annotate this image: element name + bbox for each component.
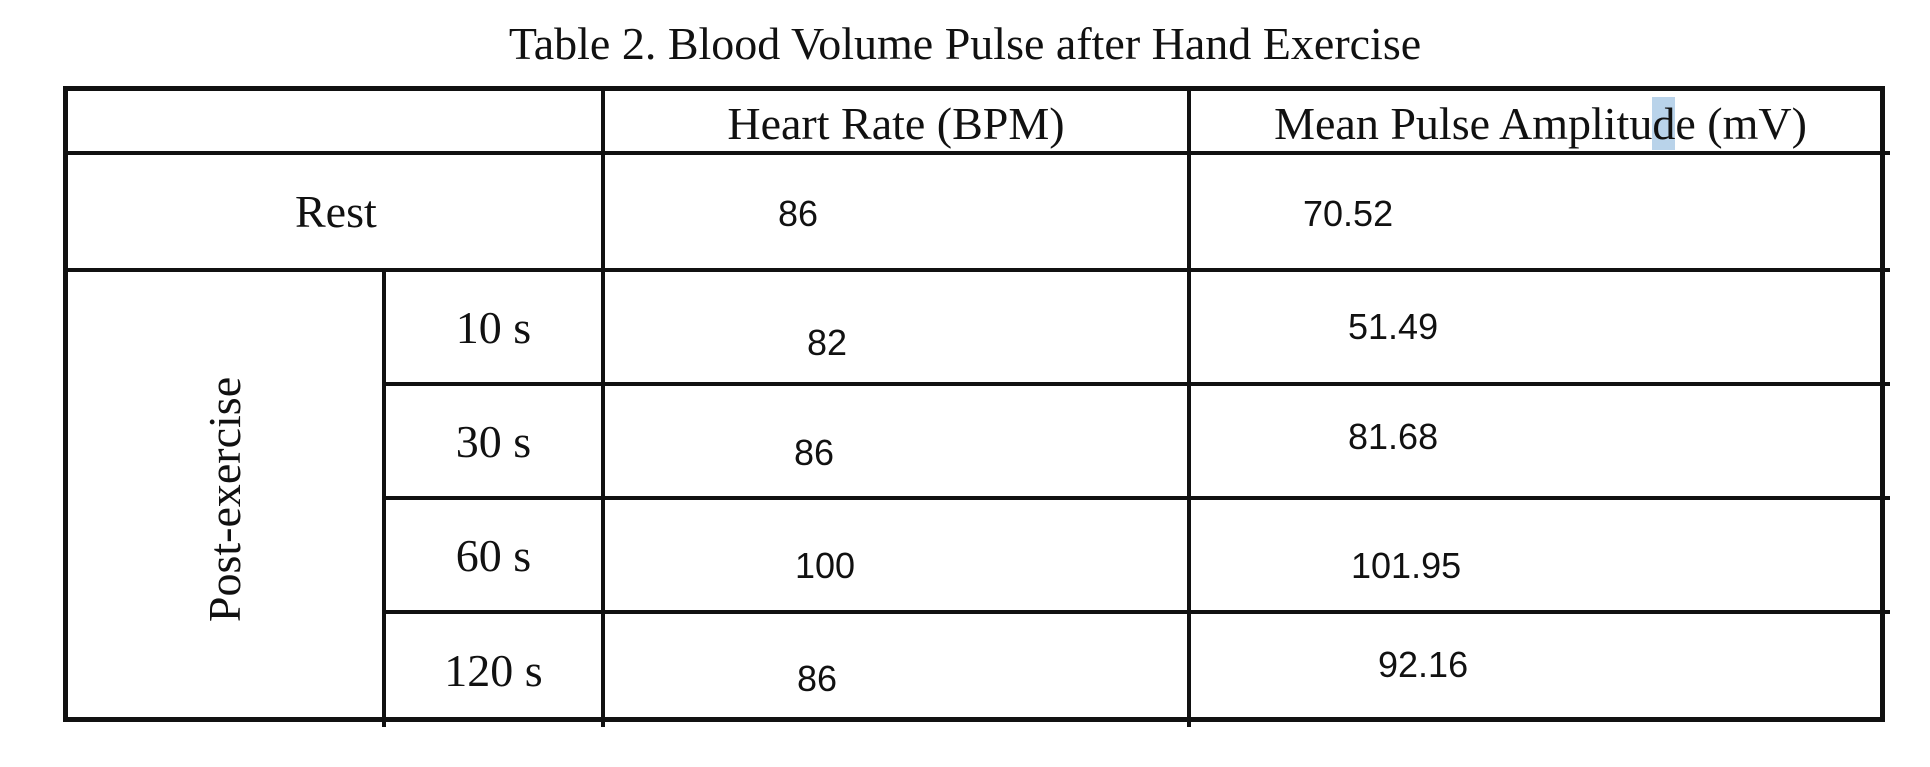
header-mpa-text-start: Mean Pulse Amplitu <box>1274 97 1653 149</box>
text-selection-highlight[interactable]: d <box>1652 96 1676 150</box>
time-cell-10s: 10 s <box>386 272 605 386</box>
header-heart-rate: Heart Rate (BPM) <box>605 91 1191 155</box>
time-cell-120s: 120 s <box>386 614 605 727</box>
post-exercise-label: Post-exercise <box>199 376 251 623</box>
row-label-rest: Rest <box>68 155 605 272</box>
heart-rate-cell-30s: 86 <box>605 386 1191 500</box>
table-caption: Table 2. Blood Volume Pulse after Hand E… <box>508 18 1422 69</box>
blood-volume-pulse-table: Heart Rate (BPM) Mean Pulse Amplitu d e (m… <box>63 86 1890 727</box>
mean-pulse-amplitude-cell-10s: 51.49 <box>1191 272 1890 386</box>
time-cell-30s: 30 s <box>386 386 605 500</box>
heart-rate-cell-60s: 100 <box>605 500 1191 614</box>
mean-pulse-amplitude-value: 51.49 <box>1348 306 1439 347</box>
time-cell-60s: 60 s <box>386 500 605 614</box>
row-group-post-exercise: Post-exercise <box>68 272 386 727</box>
heart-rate-value: 86 <box>794 432 835 473</box>
mean-pulse-amplitude-value: 92.16 <box>1378 644 1469 685</box>
rest-heart-rate-cell: 86 <box>605 155 1191 272</box>
mean-pulse-amplitude-value: 81.68 <box>1348 416 1439 457</box>
time-label: 30 s <box>455 415 532 467</box>
time-label: 60 s <box>455 529 532 581</box>
heart-rate-cell-10s: 82 <box>605 272 1191 386</box>
rest-mean-pulse-amplitude-cell: 70.52 <box>1191 155 1890 272</box>
heart-rate-cell-120s: 86 <box>605 614 1191 727</box>
heart-rate-value: 100 <box>795 545 856 586</box>
header-corner-cell <box>68 91 605 155</box>
header-mpa-text-end: e (mV) <box>1675 97 1807 149</box>
time-label: 120 s <box>444 645 543 696</box>
mean-pulse-amplitude-cell-30s: 81.68 <box>1191 386 1890 500</box>
heart-rate-value: 86 <box>797 658 838 699</box>
rest-label-text: Rest <box>295 186 377 237</box>
header-mean-pulse-amplitude: Mean Pulse Amplitu d e (mV) <box>1191 91 1890 155</box>
mean-pulse-amplitude-cell-120s: 92.16 <box>1191 614 1890 727</box>
time-label: 10 s <box>455 301 532 353</box>
mean-pulse-amplitude-cell-60s: 101.95 <box>1191 500 1890 614</box>
mean-pulse-amplitude-value: 101.95 <box>1351 545 1462 586</box>
heart-rate-value: 82 <box>807 322 848 363</box>
rest-mean-pulse-amplitude-value: 70.52 <box>1303 193 1394 234</box>
rest-heart-rate-value: 86 <box>778 193 819 234</box>
